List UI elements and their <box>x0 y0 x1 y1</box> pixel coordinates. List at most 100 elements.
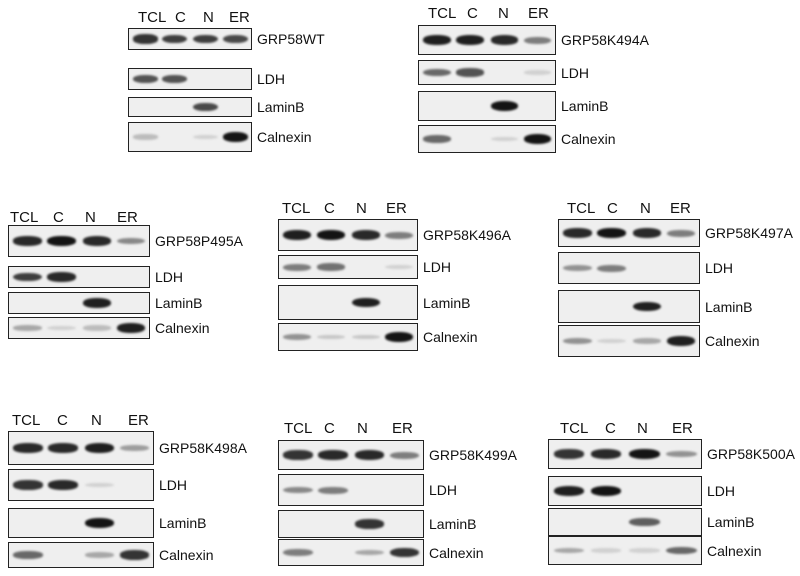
blot-strip-ldh <box>558 252 700 284</box>
band <box>523 36 552 44</box>
blot-strip-grp58k499a <box>278 440 424 470</box>
band <box>553 449 585 459</box>
lane-label-n: N <box>91 412 102 429</box>
lane-label-er: ER <box>386 200 407 217</box>
blot-strip-ldh <box>128 68 252 90</box>
row-label-ldh: LDH <box>155 269 184 285</box>
band <box>13 480 43 490</box>
band <box>13 272 42 282</box>
row-label-grp58k499a: GRP58K499A <box>429 447 517 463</box>
band <box>385 231 414 239</box>
blot-strip-laminb <box>128 97 252 117</box>
band <box>597 264 626 272</box>
band <box>666 229 696 237</box>
lane-label-c: C <box>175 9 186 26</box>
row-label-calnexin: Calnexin <box>159 547 214 563</box>
band <box>590 449 622 459</box>
band <box>84 518 115 528</box>
band <box>48 480 78 490</box>
blot-strip-grp58k497a <box>558 219 700 247</box>
blot-strip-grp58k498a <box>8 431 154 465</box>
blot-strip-laminb <box>418 91 556 121</box>
row-label-grp58k494a: GRP58K494A <box>561 32 649 48</box>
band <box>193 134 219 140</box>
row-label-ldh: LDH <box>707 483 736 499</box>
blot-strip-calnexin <box>418 125 556 153</box>
blot-strip-calnexin <box>278 323 418 351</box>
band <box>132 74 158 84</box>
band <box>119 550 150 560</box>
row-label-grp58wt: GRP58WT <box>257 31 325 47</box>
lane-label-er: ER <box>672 420 693 437</box>
band <box>223 34 249 44</box>
band <box>13 236 42 246</box>
lane-label-er: ER <box>528 5 549 22</box>
lane-label-er: ER <box>392 420 413 437</box>
band <box>632 338 662 344</box>
band <box>132 134 158 140</box>
band <box>47 236 76 246</box>
band <box>193 102 219 112</box>
band <box>47 325 76 331</box>
band <box>119 444 150 452</box>
blot-strip-calnexin <box>8 317 150 339</box>
row-label-calnexin: Calnexin <box>429 544 484 561</box>
row-label-calnexin: Calnexin <box>423 329 478 345</box>
blot-strip-laminb <box>558 290 700 323</box>
lane-label-n: N <box>357 420 368 437</box>
band <box>490 35 519 45</box>
band <box>389 547 420 558</box>
band <box>84 443 115 453</box>
row-label-laminb: LaminB <box>257 99 305 115</box>
lane-label-c: C <box>605 420 616 437</box>
band <box>116 323 146 333</box>
band <box>523 70 552 75</box>
band <box>354 549 385 556</box>
band <box>597 228 626 238</box>
band <box>283 549 313 556</box>
band <box>423 68 451 77</box>
row-label-grp58k500a: GRP58K500A <box>707 446 795 462</box>
blot-strip-ldh <box>8 469 154 501</box>
row-label-ldh: LDH <box>705 260 734 276</box>
blot-strip-ldh <box>548 476 702 506</box>
lane-label-tcl: TCL <box>10 209 39 226</box>
band <box>629 518 660 526</box>
row-label-laminb: LaminB <box>423 294 471 311</box>
band <box>351 230 380 240</box>
row-label-ldh: LDH <box>257 71 286 87</box>
lane-label-n: N <box>640 200 651 217</box>
blot-strip-calnexin <box>548 536 702 565</box>
band <box>316 263 345 271</box>
lane-label-tcl: TCL <box>138 9 167 26</box>
band <box>223 132 249 142</box>
blot-strip-laminb <box>548 508 702 536</box>
row-label-grp58k496a: GRP58K496A <box>423 227 511 243</box>
band <box>82 325 112 331</box>
blot-strip-calnexin <box>558 325 700 357</box>
band <box>82 298 112 308</box>
lane-label-er: ER <box>128 412 149 429</box>
lane-label-n: N <box>637 420 648 437</box>
lane-label-tcl: TCL <box>428 5 457 22</box>
band <box>47 272 76 282</box>
band <box>162 74 188 84</box>
band <box>456 35 484 45</box>
blot-strip-grp58p495a <box>8 225 150 257</box>
blot-strip-laminb <box>278 285 418 320</box>
band <box>48 443 78 453</box>
lane-label-tcl: TCL <box>12 412 41 429</box>
lane-label-c: C <box>324 420 335 437</box>
lane-label-n: N <box>356 200 367 217</box>
band <box>13 551 43 559</box>
blot-strip-laminb <box>8 508 154 538</box>
blot-strip-ldh <box>418 60 556 85</box>
row-label-ldh: LDH <box>159 477 188 493</box>
blot-strip-laminb <box>278 510 424 538</box>
row-label-laminb: LaminB <box>561 98 609 114</box>
band <box>13 325 42 331</box>
lane-label-c: C <box>607 200 618 217</box>
band <box>318 450 348 460</box>
band <box>597 338 626 344</box>
